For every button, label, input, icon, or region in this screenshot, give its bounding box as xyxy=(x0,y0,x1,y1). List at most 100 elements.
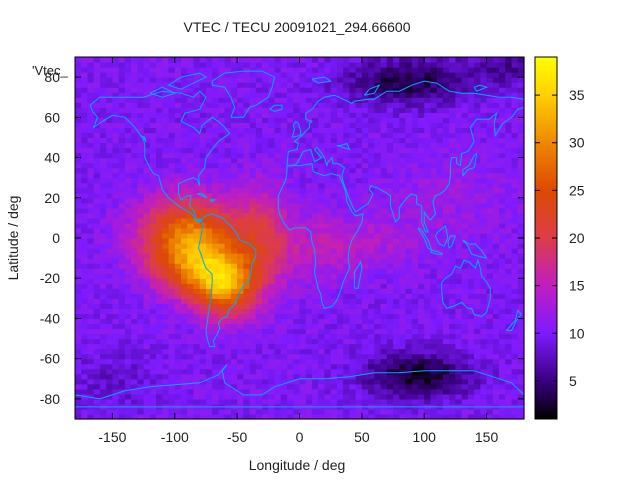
heatmap-cell xyxy=(249,343,257,350)
heatmap-cell xyxy=(361,283,369,289)
heatmap-cell xyxy=(131,373,138,380)
heatmap-cell xyxy=(149,72,157,78)
heatmap-cell xyxy=(399,207,407,214)
heatmap-cell xyxy=(455,248,463,254)
heatmap-cell xyxy=(305,338,313,345)
heatmap-cell xyxy=(480,358,488,365)
heatmap-cell xyxy=(224,293,232,299)
heatmap-cell xyxy=(243,162,251,169)
heatmap-cell xyxy=(181,207,188,214)
heatmap-cell xyxy=(436,238,444,244)
heatmap-cell xyxy=(262,142,269,149)
heatmap-cell xyxy=(386,298,394,304)
heatmap-cell xyxy=(287,348,294,355)
heatmap-cell xyxy=(205,353,213,360)
heatmap-cell xyxy=(455,82,463,88)
heatmap-cell xyxy=(199,112,207,118)
heatmap-cell xyxy=(268,393,276,400)
heatmap-cell xyxy=(143,338,151,345)
heatmap-cell xyxy=(224,263,232,269)
heatmap-cell xyxy=(218,212,226,219)
heatmap-cell xyxy=(162,72,170,78)
heatmap-cell xyxy=(368,353,375,360)
heatmap-cell xyxy=(237,323,244,330)
heatmap-cell xyxy=(380,243,388,249)
heatmap-cell xyxy=(430,182,438,189)
heatmap-cell xyxy=(124,62,132,68)
heatmap-cell xyxy=(199,358,207,365)
heatmap-cell xyxy=(349,248,357,254)
heatmap-cell xyxy=(386,127,394,134)
heatmap-cell xyxy=(343,92,350,98)
heatmap-cell xyxy=(430,378,438,385)
heatmap-cell xyxy=(361,263,369,269)
heatmap-cell xyxy=(255,87,263,93)
heatmap-cell xyxy=(380,87,388,93)
heatmap-cell xyxy=(149,313,157,320)
heatmap-cell xyxy=(124,378,132,385)
heatmap-cell xyxy=(486,127,494,134)
heatmap-cell xyxy=(81,358,89,365)
heatmap-cell xyxy=(255,202,263,209)
heatmap-cell xyxy=(75,82,82,88)
heatmap-cell xyxy=(299,293,307,299)
heatmap-cell xyxy=(336,107,344,113)
heatmap-cell xyxy=(212,248,220,254)
heatmap-cell xyxy=(193,112,201,118)
heatmap-cell xyxy=(243,57,251,63)
heatmap-cell xyxy=(181,373,188,380)
heatmap-cell xyxy=(87,253,95,259)
heatmap-cell xyxy=(480,293,488,299)
heatmap-cell xyxy=(224,323,232,330)
heatmap-cell xyxy=(181,308,188,315)
heatmap-cell xyxy=(293,288,301,294)
heatmap-cell xyxy=(399,67,407,73)
heatmap-cell xyxy=(124,147,132,154)
heatmap-cell xyxy=(374,177,382,184)
heatmap-cell xyxy=(330,253,338,259)
heatmap-cell xyxy=(106,132,114,139)
heatmap-cell xyxy=(99,162,107,169)
heatmap-cell xyxy=(149,278,157,284)
heatmap-cell xyxy=(137,393,145,400)
heatmap-cell xyxy=(249,278,257,284)
heatmap-cell xyxy=(143,283,151,289)
heatmap-cell xyxy=(143,172,151,179)
heatmap-cell xyxy=(355,227,363,234)
heatmap-cell xyxy=(106,77,114,83)
heatmap-cell xyxy=(324,137,332,144)
heatmap-cell xyxy=(374,62,382,68)
heatmap-cell xyxy=(212,227,220,234)
heatmap-cell xyxy=(268,92,276,98)
heatmap-cell xyxy=(193,278,201,284)
heatmap-cell xyxy=(118,378,126,385)
heatmap-cell xyxy=(249,348,257,355)
heatmap-cell xyxy=(224,258,232,264)
heatmap-cell xyxy=(361,112,369,118)
heatmap-cell xyxy=(156,157,163,164)
heatmap-cell xyxy=(230,373,238,380)
heatmap-cell xyxy=(193,308,201,315)
heatmap-cell xyxy=(417,92,425,98)
heatmap-cell xyxy=(118,328,126,335)
heatmap-cell xyxy=(212,368,220,375)
heatmap-cell xyxy=(405,408,413,415)
heatmap-cell xyxy=(424,207,432,214)
heatmap-cell xyxy=(205,333,213,340)
heatmap-cell xyxy=(405,378,413,385)
heatmap-cell xyxy=(411,388,419,395)
heatmap-cell xyxy=(399,142,407,149)
heatmap-cell xyxy=(112,393,120,400)
heatmap-cell xyxy=(99,293,107,299)
heatmap-cell xyxy=(480,283,488,289)
heatmap-cell xyxy=(486,92,494,98)
heatmap-cell xyxy=(212,358,220,365)
heatmap-cell xyxy=(280,258,288,264)
heatmap-cell xyxy=(81,87,89,93)
heatmap-cell xyxy=(324,318,332,325)
heatmap-cell xyxy=(143,122,151,128)
heatmap-cell xyxy=(255,227,263,234)
heatmap-cell xyxy=(311,217,319,224)
heatmap-cell xyxy=(243,232,251,239)
heatmap-cell xyxy=(193,147,201,154)
